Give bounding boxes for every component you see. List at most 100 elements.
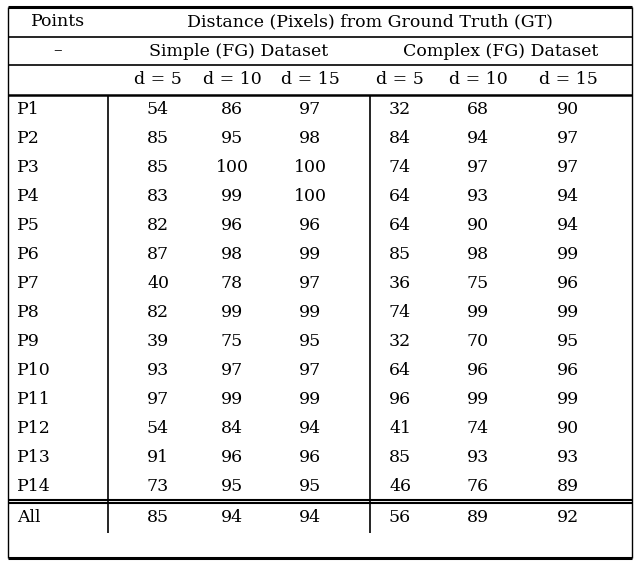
Text: 78: 78 <box>221 275 243 292</box>
Text: 70: 70 <box>467 333 489 350</box>
Text: 41: 41 <box>389 420 411 437</box>
Text: 96: 96 <box>557 362 579 379</box>
Text: 98: 98 <box>299 130 321 147</box>
Text: 95: 95 <box>299 478 321 495</box>
Text: 83: 83 <box>147 188 169 205</box>
Text: 96: 96 <box>467 362 489 379</box>
Text: 82: 82 <box>147 304 169 321</box>
Text: 54: 54 <box>147 101 169 118</box>
Text: P10: P10 <box>17 362 51 379</box>
Text: 99: 99 <box>557 304 579 321</box>
Text: d = 5: d = 5 <box>134 72 182 89</box>
Text: 64: 64 <box>389 362 411 379</box>
Text: 39: 39 <box>147 333 169 350</box>
Text: 73: 73 <box>147 478 169 495</box>
Text: 95: 95 <box>221 478 243 495</box>
Text: 97: 97 <box>467 159 489 176</box>
Text: 36: 36 <box>389 275 411 292</box>
Text: 99: 99 <box>557 391 579 408</box>
Text: 97: 97 <box>221 362 243 379</box>
Text: 99: 99 <box>221 304 243 321</box>
Text: P13: P13 <box>17 449 51 466</box>
Text: All: All <box>17 508 40 525</box>
Text: d = 10: d = 10 <box>449 72 508 89</box>
Text: d = 15: d = 15 <box>280 72 339 89</box>
Text: 89: 89 <box>557 478 579 495</box>
Text: P7: P7 <box>17 275 40 292</box>
Text: 90: 90 <box>557 101 579 118</box>
Text: 96: 96 <box>557 275 579 292</box>
Text: 74: 74 <box>389 159 411 176</box>
Text: 82: 82 <box>147 217 169 234</box>
Text: 97: 97 <box>147 391 169 408</box>
Text: 100: 100 <box>216 159 248 176</box>
Text: 85: 85 <box>389 449 411 466</box>
Text: 96: 96 <box>299 449 321 466</box>
Text: d = 5: d = 5 <box>376 72 424 89</box>
Text: 75: 75 <box>467 275 489 292</box>
Text: 93: 93 <box>467 449 489 466</box>
Text: 100: 100 <box>294 188 326 205</box>
Text: 99: 99 <box>557 246 579 263</box>
Text: 86: 86 <box>221 101 243 118</box>
Text: 93: 93 <box>557 449 579 466</box>
Text: 96: 96 <box>221 217 243 234</box>
Text: d = 10: d = 10 <box>203 72 261 89</box>
Text: P8: P8 <box>17 304 40 321</box>
Text: 94: 94 <box>467 130 489 147</box>
Text: 93: 93 <box>147 362 169 379</box>
Text: 92: 92 <box>557 508 579 525</box>
Text: 97: 97 <box>299 362 321 379</box>
Text: 97: 97 <box>299 275 321 292</box>
Text: 96: 96 <box>389 391 411 408</box>
Text: P11: P11 <box>17 391 51 408</box>
Text: 64: 64 <box>389 217 411 234</box>
Text: 75: 75 <box>221 333 243 350</box>
Text: 96: 96 <box>299 217 321 234</box>
Text: 97: 97 <box>299 101 321 118</box>
Text: 87: 87 <box>147 246 169 263</box>
Text: 100: 100 <box>294 159 326 176</box>
Text: Distance (Pixels) from Ground Truth (GT): Distance (Pixels) from Ground Truth (GT) <box>187 14 553 31</box>
Text: 85: 85 <box>147 130 169 147</box>
Text: 85: 85 <box>147 508 169 525</box>
Text: P12: P12 <box>17 420 51 437</box>
Text: P2: P2 <box>17 130 40 147</box>
Text: Complex (FG) Dataset: Complex (FG) Dataset <box>403 42 598 59</box>
Text: 85: 85 <box>389 246 411 263</box>
Text: 99: 99 <box>467 391 489 408</box>
Text: 99: 99 <box>467 304 489 321</box>
Text: d = 15: d = 15 <box>539 72 597 89</box>
Text: P3: P3 <box>17 159 40 176</box>
Text: P1: P1 <box>17 101 40 118</box>
Text: 64: 64 <box>389 188 411 205</box>
Text: 98: 98 <box>221 246 243 263</box>
Text: 46: 46 <box>389 478 411 495</box>
Text: P14: P14 <box>17 478 51 495</box>
Text: P4: P4 <box>17 188 40 205</box>
Text: 68: 68 <box>467 101 489 118</box>
Text: Simple (FG) Dataset: Simple (FG) Dataset <box>149 42 328 59</box>
Text: 99: 99 <box>299 246 321 263</box>
Text: 93: 93 <box>467 188 489 205</box>
Text: 98: 98 <box>467 246 489 263</box>
Text: 95: 95 <box>221 130 243 147</box>
Text: Points: Points <box>31 14 85 31</box>
Text: 99: 99 <box>221 391 243 408</box>
Text: 84: 84 <box>221 420 243 437</box>
Text: 32: 32 <box>389 101 411 118</box>
Text: 76: 76 <box>467 478 489 495</box>
Text: 91: 91 <box>147 449 169 466</box>
Text: 99: 99 <box>221 188 243 205</box>
Text: 56: 56 <box>389 508 411 525</box>
Text: 95: 95 <box>557 333 579 350</box>
Text: 97: 97 <box>557 130 579 147</box>
Text: 97: 97 <box>557 159 579 176</box>
Text: 95: 95 <box>299 333 321 350</box>
Text: 90: 90 <box>557 420 579 437</box>
Text: 94: 94 <box>221 508 243 525</box>
Text: 74: 74 <box>467 420 489 437</box>
Text: P6: P6 <box>17 246 40 263</box>
Text: 94: 94 <box>557 188 579 205</box>
Text: 94: 94 <box>299 508 321 525</box>
